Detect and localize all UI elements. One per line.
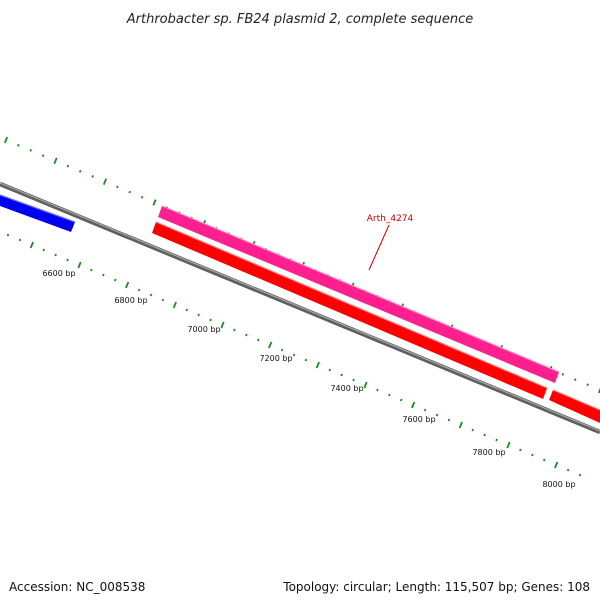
inner-ring-major-tick <box>315 361 320 369</box>
inner-ring-minor-tick <box>578 473 582 477</box>
inner-ring-minor-tick <box>483 433 486 437</box>
inner-ring-minor-tick <box>233 328 236 332</box>
inner-ring-minor-tick <box>328 368 332 372</box>
inner-ring-minor-tick <box>6 233 10 237</box>
adjacent-gene-feature[interactable] <box>549 390 600 423</box>
inner-ring-minor-tick <box>137 288 141 292</box>
inner-ring-minor-tick <box>566 468 570 472</box>
inner-ring-minor-tick <box>495 438 498 442</box>
inner-ring-minor-tick <box>18 238 22 242</box>
inner-ring-minor-tick <box>304 358 308 362</box>
accession-label: Accession: NC_008538 <box>9 580 146 594</box>
inner-ring-minor-tick <box>209 318 212 322</box>
sequence-backbone <box>0 181 600 435</box>
inner-ring-minor-tick <box>388 393 391 397</box>
inner-ring-major-tick <box>125 281 130 289</box>
inner-ring-minor-tick <box>399 398 403 402</box>
inner-ring-minor-tick <box>161 298 165 302</box>
tick-label: 7400 bp <box>330 384 363 393</box>
outer-ring-minor-tick <box>91 175 94 178</box>
tick-label: 7200 bp <box>259 354 292 363</box>
inner-ring-major-tick <box>220 321 225 329</box>
adjacent-gene-feature-edge <box>552 389 600 411</box>
inner-ring-major-tick <box>554 461 559 469</box>
outer-ring-minor-tick <box>66 164 70 168</box>
outer-ring-minor-tick <box>586 383 589 387</box>
outer-ring-major-tick <box>152 199 157 206</box>
inner-ring-major-tick <box>268 341 273 349</box>
outer-ring-minor-tick <box>78 169 82 173</box>
gene-label-leader <box>368 224 390 271</box>
inner-ring-minor-tick <box>54 253 57 257</box>
outer-ring-minor-tick <box>116 185 119 189</box>
inner-ring-minor-tick <box>149 293 153 297</box>
tick-label: 8000 bp <box>542 480 575 489</box>
inner-ring-minor-tick <box>90 268 93 272</box>
outer-ring-minor-tick <box>573 378 577 381</box>
outer-ring-major-tick <box>3 136 9 144</box>
tick-label: 7000 bp <box>187 325 220 334</box>
inner-ring-major-tick <box>506 441 511 449</box>
tick-label: 7800 bp <box>472 448 505 457</box>
reverse-gene-cds-feature-edge <box>161 205 560 373</box>
inner-ring-minor-tick <box>519 448 522 452</box>
tick-labels: 6600 bp 6800 bp 7000 bp 7200 bp 7400 bp 7600 … <box>42 269 575 489</box>
inner-ring-minor-tick <box>340 373 343 377</box>
map-title: Arthrobacter sp. FB24 plasmid 2, complet… <box>126 12 473 27</box>
outer-ring-minor-tick <box>128 190 132 194</box>
inner-ring-major-tick <box>77 261 82 269</box>
inner-ring-major-tick <box>172 301 177 309</box>
inner-ring-minor-tick <box>352 378 355 382</box>
outer-ring-minor-tick <box>17 143 20 147</box>
inner-ring-minor-tick <box>471 428 475 432</box>
inner-ring-minor-tick <box>435 413 439 417</box>
inner-ring-major-tick <box>29 241 34 249</box>
inner-ring-minor-tick <box>245 333 248 337</box>
inner-ring-major-tick <box>411 401 416 409</box>
topology-label: Topology: circular; Length: 115,507 bp; … <box>283 580 590 594</box>
gene-label: Arth_4274 <box>367 214 414 224</box>
inner-ring-minor-tick <box>423 408 427 412</box>
forward-gene-feature[interactable] <box>0 195 75 232</box>
inner-ring-minor-tick <box>256 338 260 342</box>
inner-ring-minor-tick <box>292 353 296 357</box>
inner-ring-minor-tick <box>280 348 284 352</box>
outer-ring-minor-tick <box>41 154 45 157</box>
tick-label: 7600 bp <box>402 415 435 424</box>
forward-gene-feature-edge <box>0 194 76 223</box>
inner-ring-minor-tick <box>113 278 117 282</box>
inner-ring-minor-tick <box>376 388 379 392</box>
inner-ring-minor-tick <box>66 258 69 262</box>
outer-ring-minor-tick <box>140 195 144 199</box>
outer-ring-minor-tick <box>561 373 565 376</box>
inner-ring-minor-tick <box>197 313 200 317</box>
inner-ring-minor-tick <box>531 453 534 457</box>
inner-ring-minor-tick <box>42 248 46 252</box>
outer-ring-minor-tick <box>29 149 33 152</box>
inner-ring-minor-tick <box>185 308 189 312</box>
tick-label: 6800 bp <box>114 296 147 305</box>
reverse-gene-feature-edge <box>155 221 548 389</box>
inner-ring-major-tick <box>363 381 368 389</box>
outer-ring-major-tick <box>597 387 600 394</box>
inner-ring-minor-tick <box>447 418 451 422</box>
tick-label: 6600 bp <box>42 269 75 278</box>
inner-ring-major-tick <box>458 421 463 429</box>
outer-ring-major-tick <box>53 157 58 165</box>
inner-ring-minor-tick <box>542 458 546 462</box>
outer-ring-major-tick <box>102 178 108 185</box>
sequence-backbone-highlight <box>0 182 600 432</box>
inner-tick-ring <box>6 233 582 477</box>
inner-ring-minor-tick <box>102 273 105 277</box>
reverse-gene-feature[interactable] <box>152 222 547 399</box>
reverse-gene-cds-feature[interactable] <box>158 206 559 383</box>
